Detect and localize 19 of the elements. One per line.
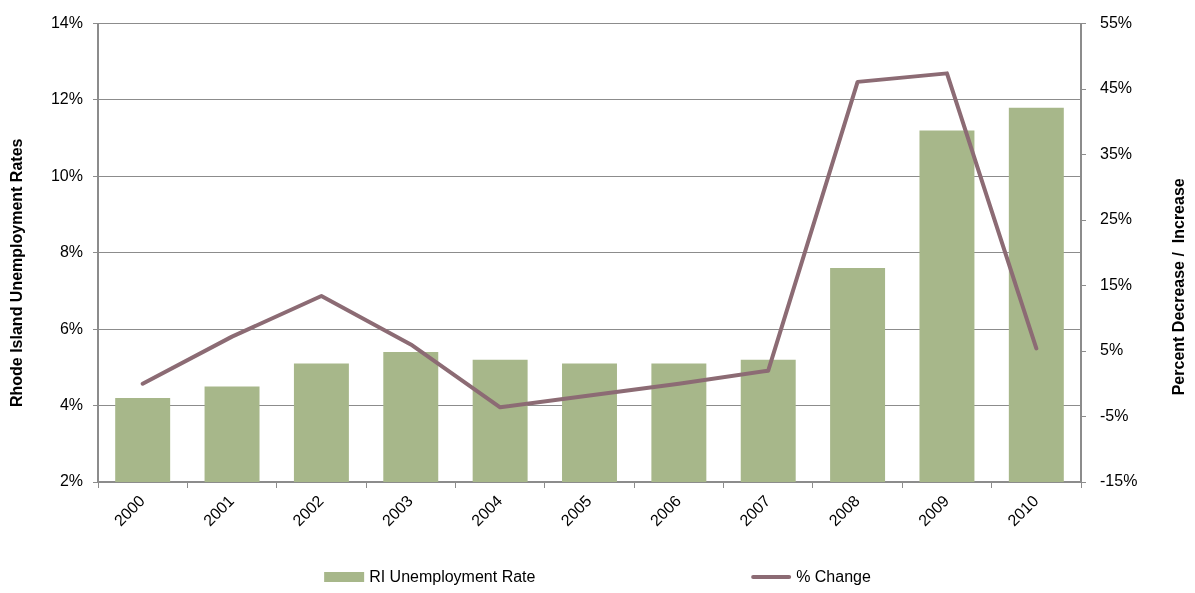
y2-tick-label: 15% [1100,275,1133,293]
y2-tick-label: 5% [1100,341,1124,359]
legend-label: % Change [796,568,871,586]
y-axis-title: Rhode Island Unemployment Rates [8,138,26,408]
y-tick-label: 14% [50,14,83,32]
y-tick-label: 12% [50,90,83,108]
y-tick-label: 2% [59,472,83,490]
y2-tick-label: -15% [1100,472,1138,490]
y2-tick-label: 25% [1100,210,1133,228]
y2-axis-title: Percent Decrease / Increase [1170,178,1188,396]
y2-tick-label: -5% [1100,406,1129,424]
y-tick-label: 10% [50,166,83,184]
y2-tick-label: 55% [1100,14,1133,32]
y2-tick-label: 35% [1100,144,1133,162]
y-tick-label: 8% [59,243,83,261]
y-tick-label: 6% [59,319,83,337]
y2-tick-label: 45% [1100,79,1133,97]
y-tick-label: 4% [59,396,83,414]
legend-label: RI Unemployment Rate [369,568,536,586]
